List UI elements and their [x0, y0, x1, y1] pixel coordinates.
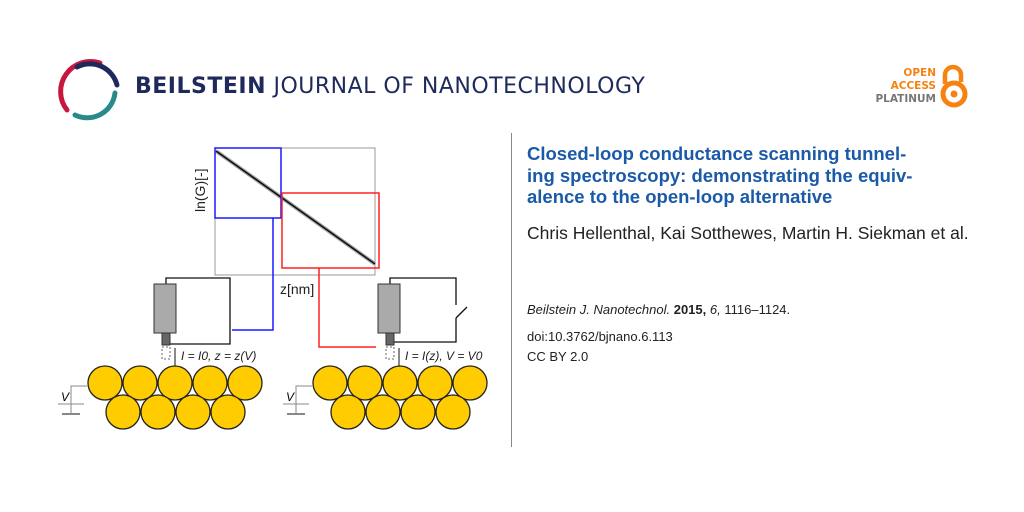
journal-name-rest: JOURNAL OF NANOTECHNOLOGY [273, 74, 646, 99]
gold-atom [87, 365, 123, 401]
gold-atom [417, 365, 453, 401]
gold-atom [227, 365, 263, 401]
left-voltage-label: V [61, 390, 70, 404]
gold-atom [435, 394, 471, 430]
right-tip-holder [377, 283, 401, 334]
y-axis-label: ln(G)[-] [192, 168, 208, 212]
journal-name[interactable]: BEILSTEIN JOURNAL OF NANOTECHNOLOGY [135, 74, 645, 99]
open-access-label-3: PLATINUM [875, 93, 936, 105]
right-condition: I = I(z), V = V0 [405, 349, 483, 363]
closed-loop-box [214, 147, 282, 219]
gold-atom [140, 394, 176, 430]
switch [455, 306, 468, 319]
gold-atom [122, 365, 158, 401]
title-line: Closed-loop conductance scanning tunnel- [527, 143, 907, 164]
license: CC BY 2.0 [527, 349, 589, 364]
gold-atom [365, 394, 401, 430]
title-line: ing spectroscopy: demonstrating the equi… [527, 164, 913, 186]
journal-abbrev: Beilstein J. Nanotechnol. [527, 302, 671, 317]
open-loop-wire [318, 268, 376, 348]
gold-atom [105, 394, 141, 430]
gold-atom [312, 365, 348, 401]
closed-loop-wire [232, 218, 274, 331]
year: 2015, [673, 302, 707, 317]
gold-atom [157, 365, 193, 401]
beilstein-logo-icon [58, 59, 120, 121]
gold-atom [347, 365, 383, 401]
citation: Beilstein J. Nanotechnol. 2015, 6, 1116–… [527, 302, 790, 317]
open-loop-box [281, 192, 380, 269]
authors: Chris Hellenthal, Kai Sotthewes, Martin … [527, 223, 969, 243]
gold-atom [210, 394, 246, 430]
gold-atom [452, 365, 488, 401]
open-access-label-2: ACCESS [890, 80, 936, 92]
open-access-label-1: OPEN [903, 67, 936, 79]
divider [511, 133, 512, 447]
open-access-lock-icon [940, 64, 968, 108]
title-line: alence to the open-loop alternative [527, 186, 833, 207]
graphical-abstract-figure: ln(G)[-] z[nm] I = I0, z = z(V) I = I(z)… [58, 147, 488, 430]
volume: 6, [709, 302, 721, 317]
right-voltage-label: V [286, 390, 295, 404]
left-tip-holder [153, 283, 177, 334]
gold-atom [382, 365, 418, 401]
doi[interactable]: doi:10.3762/bjnano.6.113 [527, 329, 673, 344]
x-axis-label: z[nm] [280, 281, 314, 297]
gold-atom [175, 394, 211, 430]
pages: 1116–1124. [724, 302, 791, 317]
gold-atom [330, 394, 366, 430]
gold-atom [192, 365, 228, 401]
article-title[interactable]: Closed-loop conductance scanning tunnel-… [527, 143, 987, 208]
left-condition: I = I0, z = z(V) [181, 349, 256, 363]
gold-atoms [87, 365, 488, 430]
data-line [215, 150, 376, 265]
gold-atom [400, 394, 436, 430]
journal-name-bold: BEILSTEIN [135, 74, 266, 99]
